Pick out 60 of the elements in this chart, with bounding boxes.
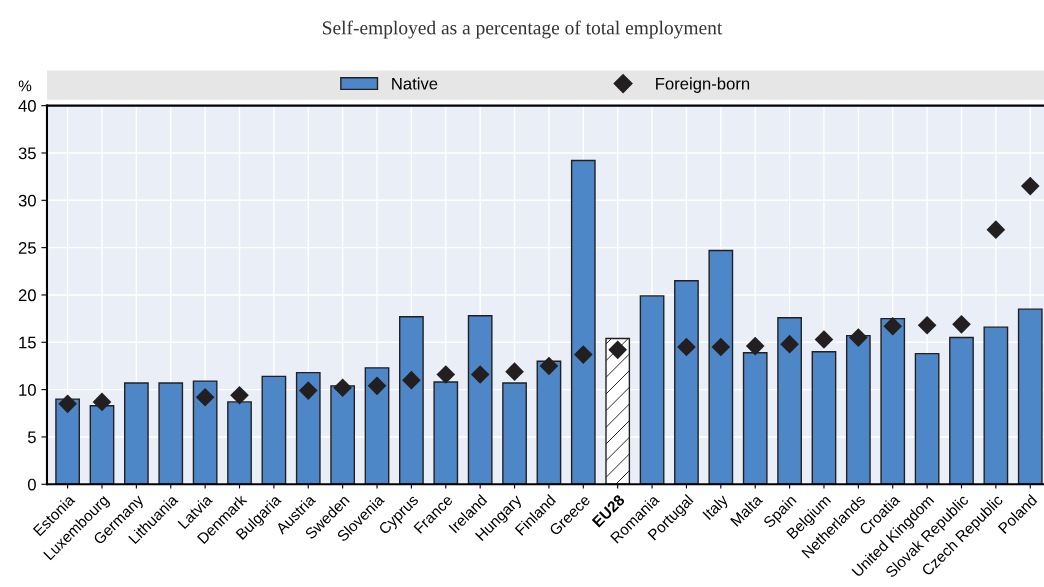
point (92, 392, 112, 412)
y-tick-label: 30 (18, 194, 36, 207)
chart-subtitle: Self-employed as a percentage of total employment (322, 20, 723, 39)
point (608, 340, 627, 360)
point (402, 370, 421, 390)
point (745, 336, 765, 356)
bar (949, 336, 974, 485)
point (952, 314, 971, 334)
y-tick-label: 5 (27, 431, 36, 444)
bar (1017, 308, 1043, 485)
bar (777, 316, 802, 485)
point (1020, 176, 1040, 196)
y-tick-label: 25 (18, 242, 36, 254)
y-tick-label: 15 (19, 336, 36, 349)
point (917, 315, 937, 335)
legend-label: Native (392, 77, 438, 90)
point (58, 394, 77, 414)
bar (811, 351, 837, 485)
bar (880, 317, 906, 485)
bar (158, 382, 184, 485)
bar (983, 326, 1009, 485)
point (539, 356, 559, 376)
y-axis-title: % (18, 80, 32, 92)
point (573, 345, 593, 364)
point (367, 376, 387, 396)
bar (364, 367, 390, 485)
bar (55, 398, 80, 485)
point (470, 365, 490, 384)
bar (914, 352, 940, 485)
bar (674, 280, 699, 485)
bar (399, 316, 424, 485)
point (298, 381, 318, 400)
point (677, 337, 696, 357)
x-tick-label: Italy (702, 493, 731, 523)
point (195, 387, 215, 407)
bar (261, 375, 287, 485)
legend-label: Foreign-born (656, 77, 750, 93)
bar (295, 371, 321, 485)
y-tick-label: 20 (18, 289, 36, 302)
point (986, 220, 1006, 239)
point (814, 330, 834, 349)
bar (570, 159, 596, 485)
point (505, 362, 524, 381)
bar (708, 249, 734, 485)
y-tick-label: 10 (19, 384, 36, 396)
bar (639, 295, 665, 485)
bar (536, 360, 562, 485)
y-tick-label: 35 (18, 147, 36, 160)
bar (467, 315, 493, 485)
point (780, 334, 799, 354)
bar (123, 382, 149, 485)
y-tick-label: 0 (27, 478, 36, 491)
y-tick-label: 40 (18, 100, 36, 112)
point (230, 385, 249, 405)
point (883, 316, 903, 336)
point (711, 337, 731, 357)
point (333, 378, 352, 398)
point (436, 365, 456, 384)
bar (192, 380, 218, 485)
point (849, 328, 868, 347)
